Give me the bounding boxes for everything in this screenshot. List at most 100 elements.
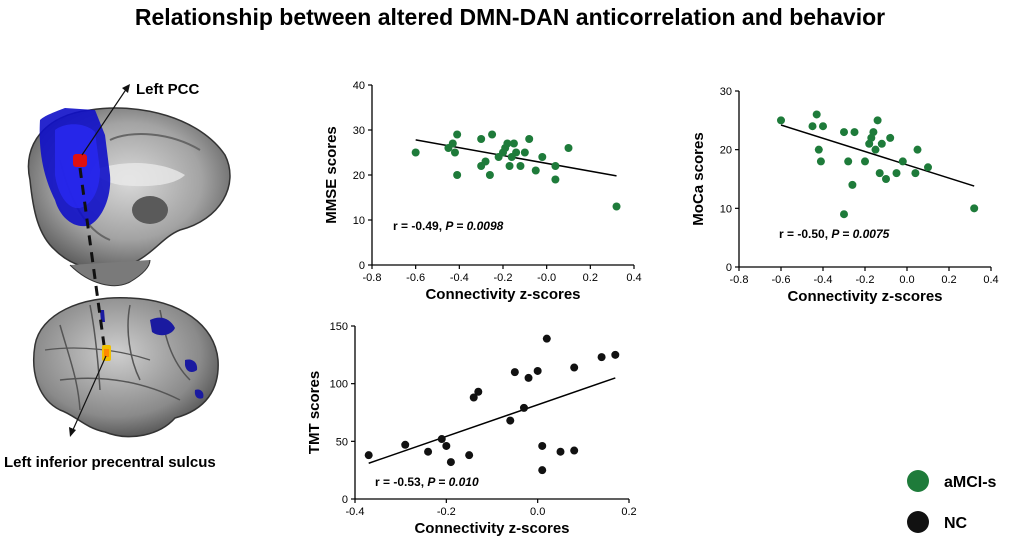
legend-label-nc: NC bbox=[944, 515, 968, 532]
y-tick-label: 30 bbox=[720, 86, 732, 98]
data-point bbox=[570, 446, 579, 455]
data-point bbox=[474, 387, 483, 396]
figure-title: Relationship between altered DMN-DAN ant… bbox=[134, 4, 886, 30]
x-axis-label: Connectivity z-scores bbox=[787, 288, 942, 305]
y-tick-label: 0 bbox=[342, 494, 348, 506]
data-point bbox=[364, 451, 373, 460]
data-point bbox=[861, 157, 869, 166]
x-tick-label: -0.2 bbox=[494, 272, 513, 284]
arrow-left-pcc bbox=[81, 87, 128, 156]
data-point bbox=[453, 171, 462, 179]
data-point bbox=[924, 163, 932, 172]
x-tick-label: 0.0 bbox=[899, 274, 914, 286]
y-tick-label: 150 bbox=[330, 321, 348, 333]
data-point bbox=[510, 368, 519, 377]
x-tick-label: 0.2 bbox=[941, 274, 956, 286]
data-point bbox=[477, 135, 486, 143]
data-point bbox=[611, 350, 620, 359]
x-tick-label: -0.6 bbox=[772, 274, 791, 286]
data-point bbox=[503, 139, 512, 148]
data-point bbox=[519, 403, 528, 412]
y-tick-label: 50 bbox=[336, 436, 348, 448]
data-point bbox=[869, 128, 878, 137]
mmse-scatter-chart: -0.8 -0.6 -0.4 -0.2 -0.0 0.2 0.4 0 10 20 30 40 Conne… bbox=[323, 80, 642, 303]
data-point bbox=[871, 145, 880, 154]
x-tick-label: 0.2 bbox=[621, 506, 636, 518]
data-point bbox=[437, 435, 446, 444]
data-point bbox=[465, 451, 474, 460]
data-point bbox=[597, 353, 606, 362]
data-point bbox=[481, 157, 490, 166]
data-point bbox=[808, 122, 817, 131]
data-point bbox=[564, 144, 573, 152]
x-tick-label: -0.4 bbox=[346, 506, 365, 518]
x-tick-label: -0.6 bbox=[406, 272, 425, 284]
sagittal-brain-slice bbox=[27, 107, 231, 287]
x-tick-label: -0.4 bbox=[814, 274, 833, 286]
data-point bbox=[520, 148, 529, 157]
data-point bbox=[777, 116, 785, 125]
stats-annotation: r = -0.50, P = 0.0075 bbox=[779, 227, 890, 241]
data-point bbox=[450, 148, 459, 157]
data-point bbox=[442, 441, 451, 450]
regression-line bbox=[780, 124, 975, 187]
y-axis-label: MoCa scores bbox=[690, 132, 707, 225]
legend-marker-amci-s bbox=[907, 470, 929, 492]
data-point bbox=[844, 157, 853, 166]
data-point bbox=[892, 169, 901, 178]
x-axis-label: Connectivity z-scores bbox=[414, 520, 569, 537]
data-point bbox=[814, 145, 823, 154]
y-tick-label: 100 bbox=[330, 379, 348, 391]
data-point bbox=[424, 447, 433, 456]
data-point bbox=[531, 166, 540, 175]
stats-annotation: r = -0.53, P = 0.010 bbox=[375, 475, 479, 489]
data-point bbox=[533, 366, 542, 375]
data-point bbox=[488, 130, 497, 139]
data-point bbox=[877, 139, 886, 148]
y-axis-label: MMSE scores bbox=[323, 126, 340, 224]
data-point bbox=[469, 393, 478, 402]
x-tick-label: 0.0 bbox=[530, 506, 545, 518]
brain-illustration bbox=[27, 84, 231, 438]
data-point bbox=[506, 416, 515, 425]
x-tick-label: -0.4 bbox=[450, 272, 469, 284]
data-point bbox=[840, 128, 848, 137]
data-point bbox=[516, 162, 525, 170]
data-point bbox=[840, 210, 848, 219]
data-point bbox=[886, 133, 895, 142]
lateral-brain-render bbox=[33, 296, 219, 438]
data-point bbox=[850, 128, 859, 137]
y-tick-label: 20 bbox=[353, 170, 365, 182]
x-tick-label: 0.4 bbox=[626, 272, 641, 284]
data-point bbox=[401, 440, 410, 449]
data-point bbox=[446, 458, 455, 467]
y-tick-label: 10 bbox=[353, 215, 365, 227]
x-tick-label: 0.4 bbox=[983, 274, 998, 286]
x-tick-label: -0.2 bbox=[437, 506, 456, 518]
legend-label-amci-s: aMCI-s bbox=[944, 474, 997, 491]
data-point bbox=[525, 135, 534, 143]
data-point bbox=[538, 441, 547, 450]
data-point bbox=[848, 180, 857, 189]
arrow-precentral bbox=[71, 355, 107, 433]
moca-scatter-chart: -0.8 -0.6 -0.4 -0.2 0.0 0.2 0.4 0 10 20 30 Connecti… bbox=[690, 86, 999, 305]
regression-line bbox=[368, 377, 616, 464]
data-point bbox=[542, 334, 551, 343]
y-tick-label: 0 bbox=[726, 262, 732, 274]
dashed-connector bbox=[78, 167, 106, 346]
legend-marker-nc bbox=[907, 511, 929, 533]
label-left-inferior-precentral-sulcus: Left inferior precentral sulcus bbox=[4, 454, 216, 471]
data-point bbox=[453, 130, 462, 139]
data-point bbox=[970, 204, 979, 213]
data-point bbox=[913, 145, 922, 154]
data-point bbox=[816, 157, 825, 166]
data-point bbox=[505, 162, 514, 170]
data-point bbox=[509, 139, 518, 148]
y-tick-label: 10 bbox=[720, 203, 732, 215]
data-point bbox=[911, 169, 920, 178]
data-point bbox=[485, 171, 494, 179]
left-pcc-marker bbox=[73, 154, 87, 167]
data-point bbox=[570, 363, 579, 372]
data-point bbox=[882, 175, 890, 183]
x-axis-label: Connectivity z-scores bbox=[425, 286, 580, 303]
